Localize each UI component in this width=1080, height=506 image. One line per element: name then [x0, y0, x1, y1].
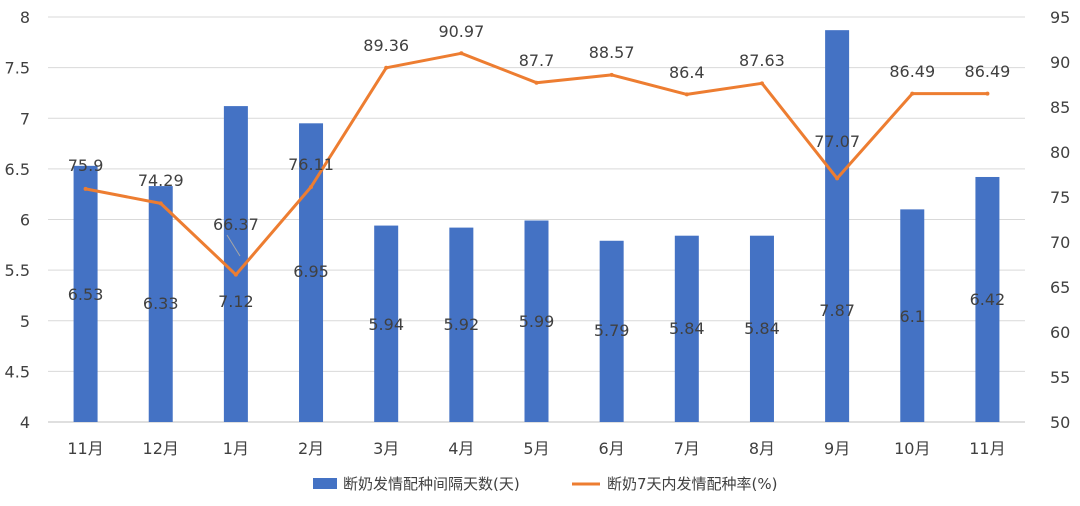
bar-data-label: 6.42 — [970, 290, 1006, 309]
left-tick-label: 7.5 — [5, 59, 30, 78]
bar-data-label: 7.87 — [819, 301, 855, 320]
x-tick-label: 12月 — [143, 439, 179, 458]
x-tick-label: 11月 — [969, 439, 1005, 458]
right-tick-label: 70 — [1050, 233, 1070, 252]
left-tick-label: 6 — [20, 211, 30, 230]
legend: 断奶发情配种间隔天数(天) 断奶7天内发情配种率(%) — [313, 475, 778, 493]
bar — [524, 220, 549, 422]
bar — [674, 235, 699, 422]
right-tick-label: 75 — [1050, 188, 1070, 207]
line-data-label: 86.49 — [889, 62, 935, 81]
line-point — [534, 80, 539, 85]
line-data-label: 87.63 — [739, 51, 785, 70]
bar — [148, 186, 173, 422]
line-point — [910, 91, 915, 96]
bar-data-label: 6.53 — [68, 285, 104, 304]
line-data-labels: 75.9 74.29 66.37 76.11 89.36 90.97 87.7 88.57 86… — [68, 22, 1011, 257]
bar-data-label: 5.84 — [744, 319, 780, 338]
line-data-label: 87.7 — [519, 51, 555, 70]
left-tick-label: 8 — [20, 8, 30, 27]
line-point — [384, 65, 389, 70]
right-tick-label: 95 — [1050, 8, 1070, 27]
line-data-label: 86.4 — [669, 63, 705, 82]
line-point — [985, 91, 990, 96]
bar-data-label: 5.84 — [669, 319, 705, 338]
bar-data-label: 7.12 — [218, 292, 254, 311]
line-data-label: 66.37 — [213, 215, 259, 234]
x-tick-label: 2月 — [298, 439, 324, 458]
x-tick-label: 1月 — [223, 439, 249, 458]
left-tick-label: 5 — [20, 312, 30, 331]
bar-data-label: 5.94 — [368, 315, 404, 334]
bar-data-label: 5.79 — [594, 321, 630, 340]
left-tick-label: 4.5 — [5, 362, 30, 381]
bar — [975, 176, 1000, 422]
right-tick-label: 65 — [1050, 278, 1070, 297]
line-point — [459, 51, 464, 56]
left-axis: 4 4.5 5 5.5 6 6.5 7 7.5 8 — [5, 8, 30, 432]
x-tick-label: 10月 — [894, 439, 930, 458]
right-tick-label: 60 — [1050, 323, 1070, 342]
bar — [825, 30, 850, 422]
legend-line-label: 断奶7天内发情配种率(%) — [607, 475, 778, 493]
bar-data-label: 6.1 — [900, 307, 925, 326]
line-point — [835, 176, 840, 181]
x-tick-label: 6月 — [599, 439, 625, 458]
line-data-label: 86.49 — [965, 62, 1011, 81]
x-tick-label: 7月 — [674, 439, 700, 458]
line-point — [233, 272, 238, 277]
x-tick-label: 8月 — [749, 439, 775, 458]
line-point — [684, 92, 689, 97]
bar — [900, 209, 925, 422]
line-point — [609, 72, 614, 77]
left-tick-label: 7 — [20, 109, 30, 128]
legend-bar-swatch — [313, 478, 337, 489]
left-tick-label: 4 — [20, 413, 30, 432]
x-tick-label: 5月 — [523, 439, 549, 458]
line-point — [83, 186, 88, 191]
x-tick-label: 9月 — [824, 439, 850, 458]
line-series — [83, 51, 990, 277]
leader-line — [226, 234, 241, 257]
right-tick-label: 50 — [1050, 413, 1070, 432]
left-tick-label: 6.5 — [5, 160, 30, 179]
bar-data-label: 6.33 — [143, 294, 179, 313]
x-tick-label: 3月 — [373, 439, 399, 458]
bar-data-label: 6.95 — [293, 262, 329, 281]
line-data-label: 88.57 — [589, 43, 635, 62]
x-tick-label: 4月 — [448, 439, 474, 458]
gridlines — [48, 16, 1025, 423]
x-tick-label: 11月 — [67, 439, 103, 458]
right-tick-label: 55 — [1050, 368, 1070, 387]
bar — [374, 225, 399, 422]
line-data-label: 75.9 — [68, 156, 104, 175]
bar-data-label: 5.92 — [444, 315, 480, 334]
right-tick-label: 90 — [1050, 53, 1070, 72]
right-tick-label: 80 — [1050, 143, 1070, 162]
bar — [449, 227, 474, 422]
line-point — [309, 185, 314, 190]
line-point — [158, 201, 163, 206]
bar-data-labels: 6.53 6.33 7.12 6.95 5.94 5.92 5.99 5.79 5.84 5.84… — [68, 262, 1005, 340]
line-data-label: 90.97 — [438, 22, 484, 41]
line-data-label: 89.36 — [363, 36, 409, 55]
bar — [749, 235, 774, 422]
line-data-label: 77.07 — [814, 132, 860, 151]
line-data-label: 76.11 — [288, 155, 334, 174]
x-axis: 11月 12月 1月 2月 3月 4月 5月 6月 7月 8月 9月 10月 11月 — [67, 439, 1005, 458]
line-data-label: 74.29 — [138, 171, 184, 190]
right-tick-label: 85 — [1050, 98, 1070, 117]
right-axis: 50 55 60 65 70 75 80 85 90 95 — [1050, 8, 1070, 432]
bar — [599, 240, 624, 422]
bar-data-label: 5.99 — [519, 312, 555, 331]
left-tick-label: 5.5 — [5, 261, 30, 280]
bar — [73, 165, 98, 422]
legend-bar-label: 断奶发情配种间隔天数(天) — [343, 475, 520, 493]
line-point — [759, 81, 764, 86]
